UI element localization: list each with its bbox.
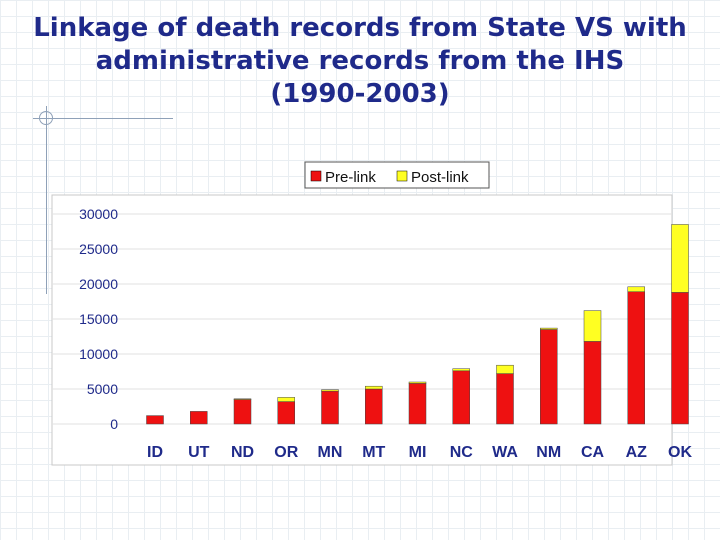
x-label-wa: WA xyxy=(492,444,518,461)
bar-ok-post-link xyxy=(671,224,689,293)
chart-legend: Pre-link Post-link xyxy=(304,161,490,189)
y-tick-label-20000: 20000 xyxy=(79,276,118,292)
y-tick-label-30000: 30000 xyxy=(79,206,118,222)
decorative-line-horizontal xyxy=(33,118,173,119)
bar-mi-pre-link xyxy=(408,383,427,425)
bar-az-post-link xyxy=(627,286,645,292)
bar-nc-post-link xyxy=(452,368,470,372)
y-tick-label-25000: 25000 xyxy=(79,241,118,257)
x-label-nm: NM xyxy=(536,444,561,461)
decorative-circle xyxy=(39,111,53,125)
bar-mi-post-link xyxy=(408,381,427,384)
bar-nm-post-link xyxy=(540,327,558,330)
bar-mn-pre-link xyxy=(321,390,339,425)
y-tick-label-15000: 15000 xyxy=(79,311,118,327)
y-axis-ticks: 0 5000 10000 15000 20000 25000 30000 xyxy=(79,206,118,432)
bar-wa-pre-link xyxy=(496,373,514,425)
bar-nm-pre-link xyxy=(540,329,558,425)
bar-ca-pre-link xyxy=(583,341,602,425)
x-label-ca: CA xyxy=(581,444,605,461)
y-tick-label-0: 0 xyxy=(110,416,118,432)
bar-mt-post-link xyxy=(365,385,383,390)
legend-label-post-link: Post-link xyxy=(411,169,469,186)
bar-ut-pre-link xyxy=(190,411,208,425)
title-line-1: Linkage of death records from State VS w… xyxy=(33,13,687,43)
y-tick-label-5000: 5000 xyxy=(87,381,118,397)
bar-or-pre-link xyxy=(277,401,295,425)
x-label-or: OR xyxy=(274,444,298,461)
bar-or-post-link xyxy=(277,397,295,402)
x-label-mn: MN xyxy=(318,444,343,461)
legend-swatch-post-link xyxy=(396,170,408,182)
title-line-2: administrative records from the IHS xyxy=(95,46,625,76)
legend-swatch-pre-link xyxy=(310,170,322,182)
bar-az-pre-link xyxy=(627,291,645,425)
chart-bars xyxy=(146,224,689,425)
bar-nd-post-link xyxy=(233,398,252,400)
x-label-id: ID xyxy=(147,444,163,461)
slide-title: Linkage of death records from State VS w… xyxy=(0,12,720,111)
x-label-nc: NC xyxy=(450,444,474,461)
bar-id-pre-link xyxy=(146,415,164,425)
x-label-ok: OK xyxy=(668,444,692,461)
bar-nc-pre-link xyxy=(452,370,470,425)
x-label-nd: ND xyxy=(231,444,254,461)
x-label-ut: UT xyxy=(188,444,210,461)
x-label-az: AZ xyxy=(626,444,648,461)
x-label-mt: MT xyxy=(362,444,385,461)
y-tick-label-10000: 10000 xyxy=(79,346,118,362)
bar-wa-post-link xyxy=(496,364,514,374)
x-axis-labels: ID UT ND OR MN MT MI NC WA NM CA AZ OK xyxy=(147,444,692,461)
bar-ok-pre-link xyxy=(671,292,689,425)
bar-nd-pre-link xyxy=(233,399,252,425)
bar-mn-post-link xyxy=(321,389,339,392)
bar-mt-pre-link xyxy=(365,388,383,425)
x-label-mi: MI xyxy=(409,444,427,461)
bar-ca-post-link xyxy=(583,310,602,342)
legend-label-pre-link: Pre-link xyxy=(325,169,376,186)
decorative-line-vertical xyxy=(46,106,47,294)
title-line-3: (1990-2003) xyxy=(270,79,450,109)
